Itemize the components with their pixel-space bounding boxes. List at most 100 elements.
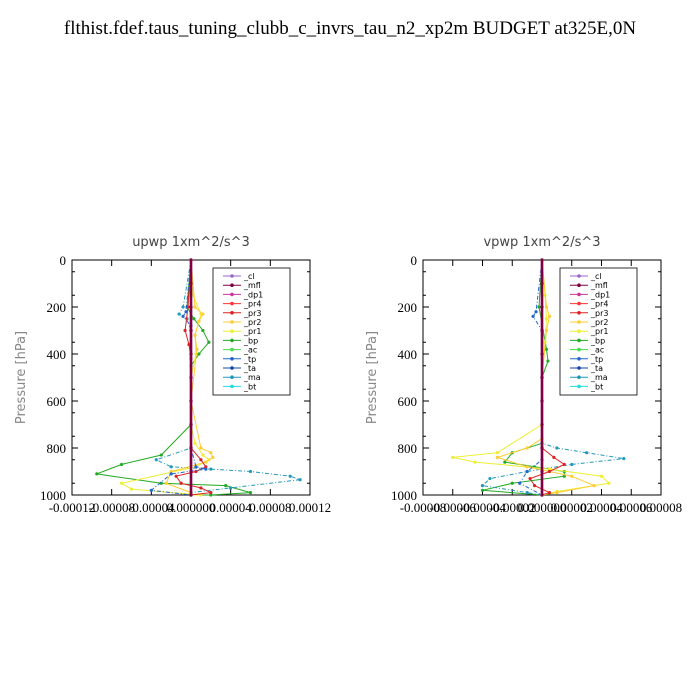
data-point-pr3	[194, 469, 198, 474]
legend-marker	[577, 320, 581, 324]
data-point-mfl	[189, 258, 193, 262]
data-point-mfl	[189, 352, 193, 356]
data-point-pr1	[544, 317, 549, 321]
data-point-mfl	[189, 399, 193, 403]
chart-title: vpwp 1xm^2/s^3	[483, 235, 600, 250]
data-point-bp	[197, 352, 201, 356]
legend-marker	[230, 283, 234, 288]
data-point-pr2	[199, 446, 203, 450]
data-point-pr3	[528, 476, 532, 481]
legend-marker	[577, 366, 581, 370]
legend-label: _ac	[243, 346, 257, 355]
data-point-tp	[181, 314, 185, 318]
legend-label: _bp	[590, 336, 605, 345]
data-point-pr1	[607, 481, 611, 485]
data-point-ma	[480, 484, 485, 488]
data-point-tp	[184, 310, 188, 314]
data-point-ma	[209, 467, 213, 471]
data-point-pr3	[179, 481, 183, 485]
data-point-pr1	[599, 474, 604, 478]
data-point-mfl	[540, 352, 544, 356]
x-tick-label: 0.00012	[289, 500, 331, 515]
data-point-bp	[510, 481, 514, 485]
data-point-ma	[488, 476, 492, 481]
data-point-pr3	[204, 465, 208, 469]
x-tick-label: 0.00008	[249, 500, 291, 515]
legend-marker	[577, 292, 581, 297]
data-point-pr3	[562, 462, 566, 467]
data-point-pr1	[547, 467, 552, 471]
data-point-pr2	[495, 455, 499, 459]
legend-label: _pr1	[590, 327, 608, 336]
legend-label: _pr2	[243, 318, 261, 327]
data-point-tp	[525, 469, 529, 474]
data-point-pr2	[193, 305, 197, 309]
figure-title: flthist.fdef.taus_tuning_clubb_c_invrs_t…	[63, 18, 637, 39]
legend-marker	[230, 357, 234, 361]
series-line-bp	[482, 259, 565, 496]
x-tick-label: -0.00004	[128, 500, 175, 515]
legend-label: _mfl	[590, 281, 608, 290]
legend-marker	[577, 357, 581, 361]
data-point-pr2	[544, 305, 549, 309]
legend-marker	[577, 329, 581, 334]
data-point-mfl	[189, 446, 193, 450]
legend-marker	[577, 274, 581, 278]
legend-marker	[577, 311, 581, 315]
data-point-bp	[159, 453, 163, 457]
chart-title: upwp 1xm^2/s^3	[132, 235, 250, 250]
y-tick-label: 800	[47, 441, 67, 456]
data-point-mfl	[189, 422, 193, 427]
data-point-pr3	[552, 455, 556, 459]
legend-marker	[577, 384, 581, 389]
data-point-ma	[622, 456, 626, 461]
y-tick-label: 0	[411, 253, 418, 268]
x-tick-label: -0.00012	[49, 500, 96, 515]
data-point-pr1	[451, 455, 455, 459]
series-line-bp	[94, 259, 251, 496]
legend-label: _ta	[243, 364, 256, 373]
y-axis-label: Pressure [hPa]	[14, 331, 29, 424]
data-point-pr2	[525, 465, 529, 469]
data-point-pr1	[473, 460, 477, 464]
data-point-pr3	[547, 469, 552, 474]
data-point-bp	[207, 340, 211, 344]
data-point-pr1	[495, 451, 499, 455]
data-point-pr3	[547, 491, 552, 495]
x-tick-label: 0.00004	[580, 500, 623, 515]
x-tick-label: 0.00006	[610, 500, 653, 515]
data-point-bp	[119, 462, 124, 467]
y-axis-label: Pressure [hPa]	[365, 331, 380, 424]
data-point-mfl	[189, 328, 193, 333]
data-point-ma	[181, 305, 185, 309]
x-tick-label: -0.00006	[429, 500, 476, 515]
series-line-pr1	[452, 259, 610, 496]
y-tick-label: 400	[47, 347, 67, 362]
legend-label: _tp	[243, 355, 256, 364]
data-point-mfl	[189, 281, 193, 286]
data-point-pr2	[547, 314, 552, 318]
series-line-tp	[518, 259, 543, 496]
x-tick-label: 0.000000	[518, 500, 567, 515]
data-point-mfl	[540, 469, 544, 474]
data-point-pr2	[164, 481, 168, 485]
data-point-pr3	[186, 305, 190, 309]
data-point-pr2	[592, 484, 596, 488]
x-tick-label: -0.00008	[400, 500, 447, 515]
data-point-bp	[224, 484, 228, 488]
data-point-tp	[534, 310, 538, 314]
x-tick-label: 0.00004	[210, 500, 253, 515]
legend-label: _pr4	[590, 300, 608, 309]
data-point-pr2	[211, 455, 215, 459]
data-point-ma	[177, 312, 181, 316]
data-point-pr3	[183, 328, 187, 333]
data-point-pr3	[532, 484, 537, 488]
data-point-bp	[503, 460, 507, 464]
legend-label: _bp	[243, 336, 258, 345]
legend-marker	[230, 320, 234, 324]
legend-marker	[577, 301, 581, 306]
data-point-mfl	[189, 493, 193, 497]
y-tick-label: 800	[398, 441, 418, 456]
legend-label: _ac	[590, 346, 604, 355]
data-point-pr2	[204, 460, 208, 464]
